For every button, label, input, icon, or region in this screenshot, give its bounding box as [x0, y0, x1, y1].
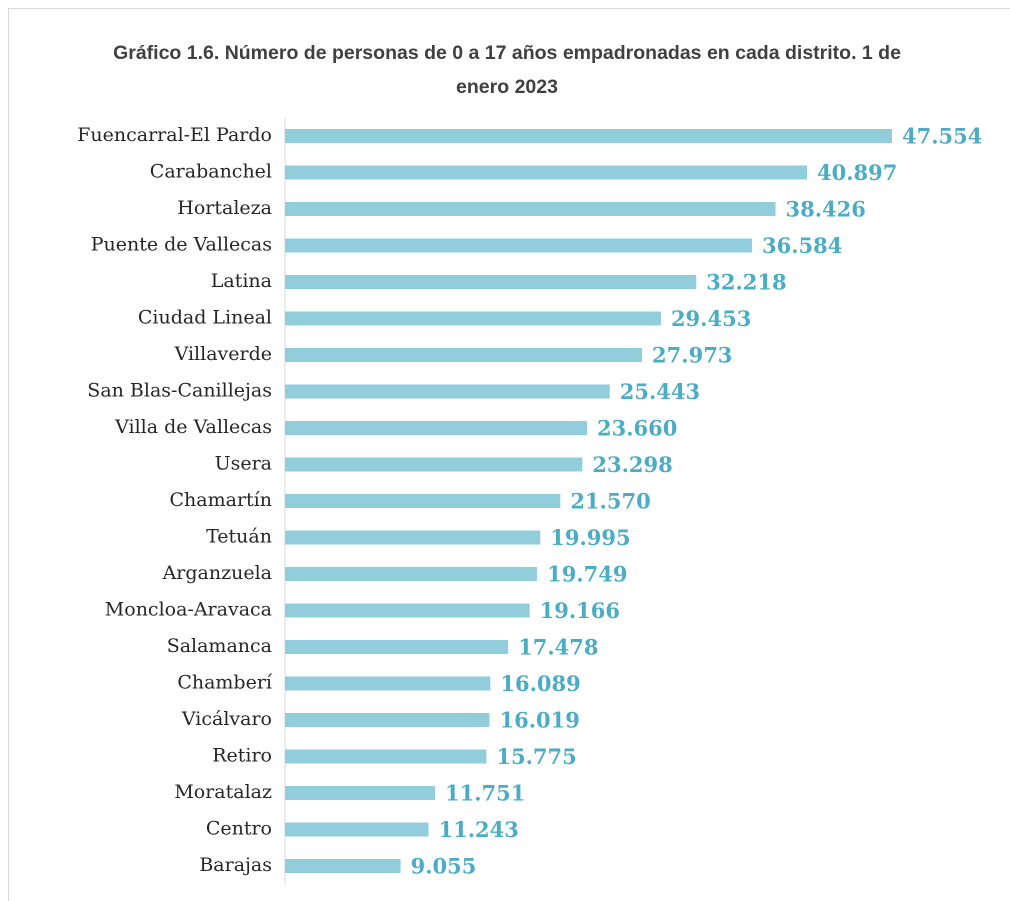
bar	[285, 202, 776, 216]
category-label: Usera	[215, 453, 272, 475]
bar	[285, 603, 530, 618]
data-label: 23.298	[592, 452, 672, 477]
data-label: 19.995	[550, 525, 630, 550]
data-label: 9.055	[411, 854, 477, 879]
category-label: Vicálvaro	[181, 708, 272, 730]
bar	[285, 165, 808, 180]
bar	[285, 384, 610, 399]
chart-frame	[8, 8, 1010, 901]
bar	[285, 348, 643, 362]
bar	[285, 311, 661, 326]
category-label: Moncloa-Aravaca	[105, 599, 272, 621]
bar	[285, 749, 487, 764]
bar	[285, 822, 429, 837]
bar	[285, 530, 541, 545]
bar	[285, 713, 490, 727]
category-label: Ciudad Lineal	[138, 307, 272, 329]
category-label: Carabanchel	[150, 161, 272, 183]
category-label: Villa de Vallecas	[114, 416, 272, 438]
data-label: 47.554	[902, 124, 982, 149]
category-label: Tetuán	[206, 526, 272, 548]
category-label: Puente de Vallecas	[91, 234, 272, 256]
bar	[285, 567, 538, 581]
chart-title: Gráfico 1.6. Número de personas de 0 a 1…	[113, 42, 901, 98]
data-label: 11.243	[439, 817, 519, 842]
category-label: Retiro	[212, 745, 272, 767]
data-label: 19.166	[540, 598, 620, 623]
category-label: Moratalaz	[174, 781, 272, 803]
bar	[285, 421, 588, 435]
category-label: Arganzuela	[162, 562, 272, 584]
bar	[285, 275, 697, 289]
data-label: 11.751	[445, 781, 525, 806]
bar	[285, 859, 401, 873]
data-label: 25.443	[620, 379, 700, 404]
category-label: Latina	[211, 270, 272, 292]
data-label: 15.775	[496, 744, 576, 769]
bar	[285, 786, 435, 800]
data-label: 17.478	[518, 635, 598, 660]
data-label: 40.897	[817, 160, 897, 185]
category-label: Chamartín	[170, 489, 272, 511]
data-label: 38.426	[785, 197, 865, 222]
category-label: Hortaleza	[177, 197, 272, 219]
category-label: Salamanca	[167, 635, 272, 657]
data-label: 19.749	[547, 562, 627, 587]
category-label: Barajas	[199, 854, 272, 876]
data-label: 27.973	[652, 343, 732, 368]
category-label: Fuencarral-El Pardo	[77, 124, 272, 146]
bar	[285, 238, 752, 253]
data-label: 29.453	[671, 306, 751, 331]
category-label: San Blas-Canillejas	[87, 380, 272, 402]
bar	[285, 640, 509, 654]
data-label: 16.089	[500, 671, 580, 696]
category-label: Centro	[206, 818, 272, 840]
bar	[285, 457, 583, 472]
data-label: 16.019	[499, 708, 579, 733]
data-label: 21.570	[570, 489, 650, 514]
data-label: 23.660	[597, 416, 677, 441]
category-label: Villaverde	[174, 343, 272, 365]
data-label: 32.218	[706, 270, 786, 295]
category-label: Chamberí	[177, 672, 273, 694]
data-label: 36.584	[762, 233, 842, 258]
bar	[285, 676, 491, 691]
bar	[285, 494, 561, 508]
bar	[285, 129, 892, 143]
